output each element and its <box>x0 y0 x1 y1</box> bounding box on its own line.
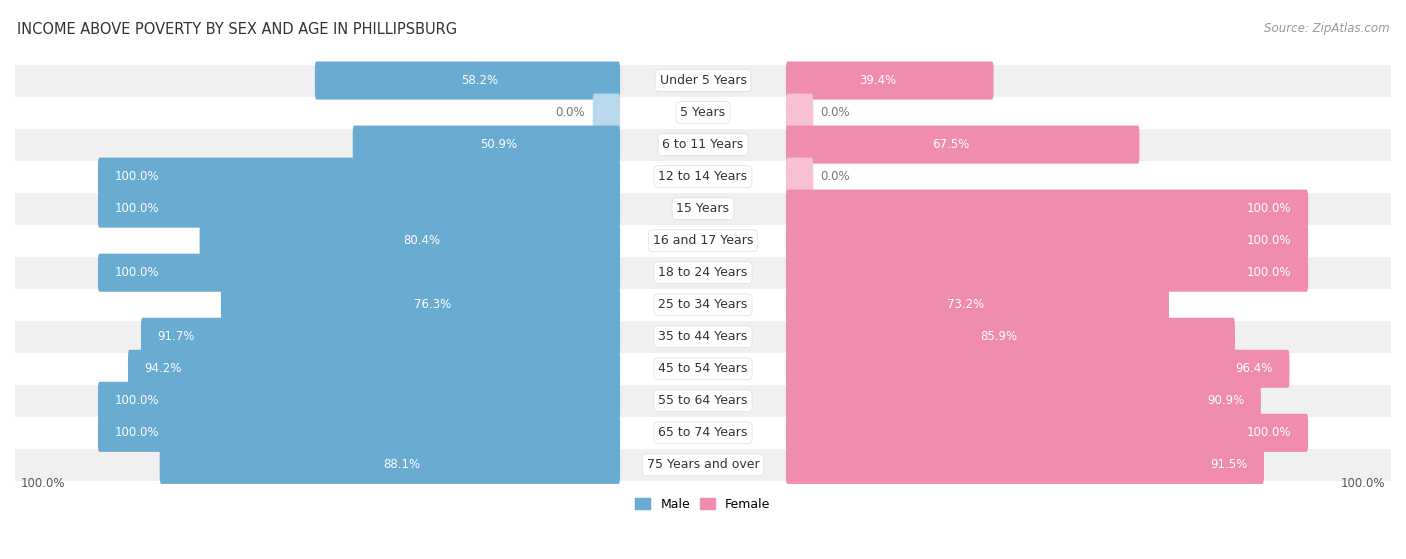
Text: 85.9%: 85.9% <box>980 330 1017 343</box>
Text: 100.0%: 100.0% <box>114 170 159 183</box>
FancyBboxPatch shape <box>98 382 620 420</box>
Text: 5 Years: 5 Years <box>681 106 725 119</box>
Text: 100.0%: 100.0% <box>1247 202 1292 215</box>
Bar <box>15 449 1391 481</box>
FancyBboxPatch shape <box>786 158 813 196</box>
Text: 100.0%: 100.0% <box>114 266 159 279</box>
Bar <box>15 289 1391 321</box>
FancyBboxPatch shape <box>786 61 994 100</box>
Text: 73.2%: 73.2% <box>946 299 984 311</box>
FancyBboxPatch shape <box>786 318 1234 356</box>
Text: 100.0%: 100.0% <box>1247 266 1292 279</box>
Text: 12 to 14 Years: 12 to 14 Years <box>658 170 748 183</box>
Text: 0.0%: 0.0% <box>555 106 585 119</box>
FancyBboxPatch shape <box>98 190 620 228</box>
FancyBboxPatch shape <box>98 158 620 196</box>
Bar <box>15 257 1391 289</box>
Text: 6 to 11 Years: 6 to 11 Years <box>662 138 744 151</box>
Bar <box>15 353 1391 385</box>
Text: 76.3%: 76.3% <box>413 299 451 311</box>
FancyBboxPatch shape <box>98 414 620 452</box>
FancyBboxPatch shape <box>786 93 813 131</box>
Bar <box>15 417 1391 449</box>
Text: 58.2%: 58.2% <box>461 74 498 87</box>
Bar <box>15 160 1391 193</box>
Text: 25 to 34 Years: 25 to 34 Years <box>658 299 748 311</box>
Text: 100.0%: 100.0% <box>1247 234 1292 247</box>
Text: 80.4%: 80.4% <box>404 234 440 247</box>
Text: 15 Years: 15 Years <box>676 202 730 215</box>
Text: 39.4%: 39.4% <box>859 74 896 87</box>
FancyBboxPatch shape <box>315 61 620 100</box>
Text: 94.2%: 94.2% <box>145 362 181 375</box>
Text: Under 5 Years: Under 5 Years <box>659 74 747 87</box>
FancyBboxPatch shape <box>200 222 620 260</box>
Bar <box>15 385 1391 417</box>
Legend: Male, Female: Male, Female <box>630 492 776 515</box>
Bar <box>15 193 1391 225</box>
FancyBboxPatch shape <box>786 222 1308 260</box>
Bar <box>15 225 1391 257</box>
FancyBboxPatch shape <box>353 126 620 164</box>
Text: 91.5%: 91.5% <box>1211 458 1247 471</box>
FancyBboxPatch shape <box>786 350 1289 388</box>
FancyBboxPatch shape <box>786 414 1308 452</box>
Text: INCOME ABOVE POVERTY BY SEX AND AGE IN PHILLIPSBURG: INCOME ABOVE POVERTY BY SEX AND AGE IN P… <box>17 22 457 37</box>
Text: 67.5%: 67.5% <box>932 138 969 151</box>
Text: 100.0%: 100.0% <box>114 202 159 215</box>
Text: 55 to 64 Years: 55 to 64 Years <box>658 394 748 408</box>
FancyBboxPatch shape <box>786 446 1264 484</box>
Text: 100.0%: 100.0% <box>1247 427 1292 439</box>
Bar <box>15 97 1391 129</box>
Text: 100.0%: 100.0% <box>21 477 66 490</box>
FancyBboxPatch shape <box>786 126 1139 164</box>
FancyBboxPatch shape <box>98 254 620 292</box>
Text: 100.0%: 100.0% <box>1340 477 1385 490</box>
FancyBboxPatch shape <box>786 286 1168 324</box>
Text: 0.0%: 0.0% <box>821 106 851 119</box>
FancyBboxPatch shape <box>786 190 1308 228</box>
Text: 100.0%: 100.0% <box>114 427 159 439</box>
Text: 18 to 24 Years: 18 to 24 Years <box>658 266 748 279</box>
Text: 0.0%: 0.0% <box>821 170 851 183</box>
Text: 100.0%: 100.0% <box>114 394 159 408</box>
FancyBboxPatch shape <box>786 382 1261 420</box>
Text: 90.9%: 90.9% <box>1206 394 1244 408</box>
FancyBboxPatch shape <box>593 93 620 131</box>
FancyBboxPatch shape <box>221 286 620 324</box>
Text: 88.1%: 88.1% <box>384 458 420 471</box>
Text: 65 to 74 Years: 65 to 74 Years <box>658 427 748 439</box>
Text: Source: ZipAtlas.com: Source: ZipAtlas.com <box>1264 22 1389 35</box>
FancyBboxPatch shape <box>141 318 620 356</box>
Text: 91.7%: 91.7% <box>157 330 195 343</box>
FancyBboxPatch shape <box>128 350 620 388</box>
Text: 16 and 17 Years: 16 and 17 Years <box>652 234 754 247</box>
Bar <box>15 129 1391 160</box>
Bar <box>15 64 1391 97</box>
FancyBboxPatch shape <box>160 446 620 484</box>
Text: 50.9%: 50.9% <box>479 138 517 151</box>
Text: 96.4%: 96.4% <box>1236 362 1272 375</box>
Text: 45 to 54 Years: 45 to 54 Years <box>658 362 748 375</box>
Bar <box>15 321 1391 353</box>
Text: 35 to 44 Years: 35 to 44 Years <box>658 330 748 343</box>
Text: 75 Years and over: 75 Years and over <box>647 458 759 471</box>
FancyBboxPatch shape <box>786 254 1308 292</box>
